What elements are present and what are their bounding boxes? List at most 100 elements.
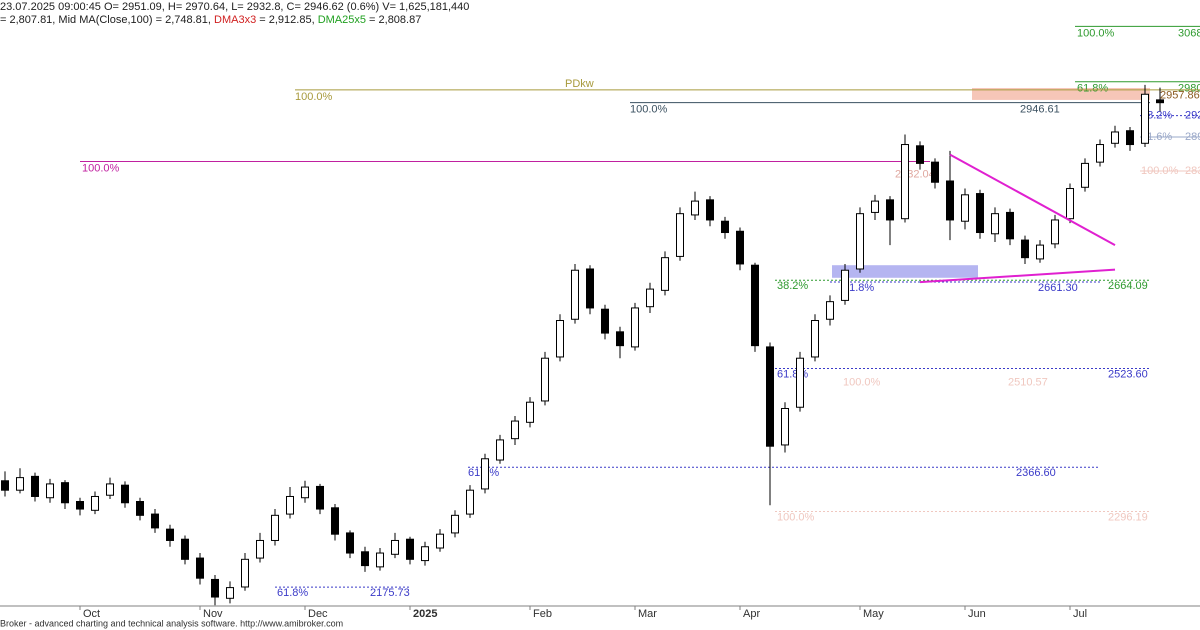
candle-body <box>151 513 159 529</box>
level-label: 2175.73 <box>370 587 410 599</box>
level-label: 289 <box>1185 131 1200 143</box>
candle-body <box>601 308 609 334</box>
level-label: 100.0% <box>843 377 881 389</box>
candle-body <box>61 482 69 504</box>
candle-body <box>121 484 129 504</box>
candle-body <box>586 268 594 309</box>
candle-body <box>706 199 714 221</box>
candle-body <box>1021 239 1029 259</box>
candle-body <box>721 220 729 234</box>
candle-body <box>1051 219 1059 245</box>
candle-body <box>526 401 534 423</box>
zone <box>972 87 1150 100</box>
candle-body <box>1096 144 1104 163</box>
candle-body <box>826 301 834 320</box>
candle-body <box>76 501 84 510</box>
candle-body <box>106 483 114 496</box>
candle-body <box>451 514 459 534</box>
candle-body <box>436 533 444 549</box>
level-label: 2523.60 <box>1108 368 1148 380</box>
candle-body <box>46 483 54 499</box>
candle-body <box>1006 211 1014 240</box>
candle-body <box>331 507 339 535</box>
candle-body <box>991 213 999 235</box>
candle-body <box>136 501 144 516</box>
candle-body <box>286 495 294 515</box>
candle-body <box>1066 188 1074 220</box>
candle-body <box>961 194 969 222</box>
candle-body <box>31 475 39 497</box>
candle-body <box>781 407 789 446</box>
level-label: 2946.61 <box>1020 104 1060 116</box>
candle-body <box>841 269 849 301</box>
level-label: 2510.57 <box>1008 377 1048 389</box>
level-label: 100.0% <box>82 162 120 174</box>
candle-body <box>241 558 249 588</box>
candle-body <box>631 307 639 348</box>
x-tick-label: Apr <box>743 608 760 620</box>
candle-body <box>661 257 669 291</box>
zone <box>832 265 978 278</box>
trendline <box>949 153 1116 246</box>
candle-body <box>256 539 264 559</box>
candle-body <box>391 539 399 555</box>
candle-body <box>16 477 24 491</box>
x-tick-label: Jul <box>1073 608 1087 620</box>
level-label: 2366.60 <box>1016 467 1056 479</box>
candle-body <box>481 458 489 490</box>
candle-body <box>976 193 984 234</box>
candle-body <box>1036 244 1044 260</box>
level-label: 100.0% <box>777 511 815 523</box>
candle-body <box>1141 93 1149 144</box>
candle-body <box>181 538 189 560</box>
level-label: 283 <box>1185 165 1200 177</box>
candle-body <box>616 331 624 347</box>
x-tick-label: May <box>863 608 884 620</box>
level-label: 2832.04 <box>895 169 935 181</box>
candle-body <box>1 480 9 491</box>
candle-body <box>301 486 309 499</box>
x-tick-label: Jun <box>968 608 986 620</box>
candle-body <box>1126 130 1134 146</box>
level-label: 100.0% <box>295 91 333 103</box>
level-label: 2957.86 <box>1160 90 1200 102</box>
level-label: 2664.09 <box>1108 280 1148 292</box>
candle-body <box>316 485 324 510</box>
candle-body <box>496 439 504 461</box>
x-tick-label: Dec <box>308 608 328 620</box>
header-segment: = 2,807.81, Mid MA(Close,100) = 2,748.81… <box>0 14 214 26</box>
candle-body <box>211 578 219 598</box>
candle-body <box>466 489 474 515</box>
candle-body <box>1156 99 1164 104</box>
candle-body <box>511 420 519 440</box>
candle-body <box>946 180 954 221</box>
candle-body <box>271 514 279 541</box>
level-label: 2661.30 <box>1038 282 1078 294</box>
level-label: 38.2% <box>777 280 808 292</box>
candle-body <box>91 495 99 511</box>
candle-body <box>916 145 924 164</box>
candle-body <box>406 538 414 560</box>
header-segment: = 2,808.87 <box>366 14 421 26</box>
level-label: 61.8% <box>277 587 308 599</box>
candle-body <box>556 320 564 358</box>
candle-body <box>571 269 579 320</box>
candle-body <box>421 546 429 562</box>
level-label: 100.0% <box>1077 27 1115 39</box>
candle-body <box>901 144 909 220</box>
candle-body <box>691 200 699 216</box>
level-label: 100.0% <box>630 104 668 116</box>
candle-body <box>736 230 744 265</box>
candle-body <box>376 552 384 568</box>
level-label: 2980 <box>1178 83 1200 95</box>
candle-body <box>346 532 354 554</box>
footer: Broker - advanced charting and technical… <box>0 618 343 628</box>
candle-body <box>811 320 819 358</box>
level-label: 61.8% <box>843 282 874 294</box>
candle-body <box>871 200 879 213</box>
x-tick-label: 2025 <box>413 608 437 620</box>
candle-body <box>226 587 234 599</box>
x-tick-label: Nov <box>203 608 223 620</box>
